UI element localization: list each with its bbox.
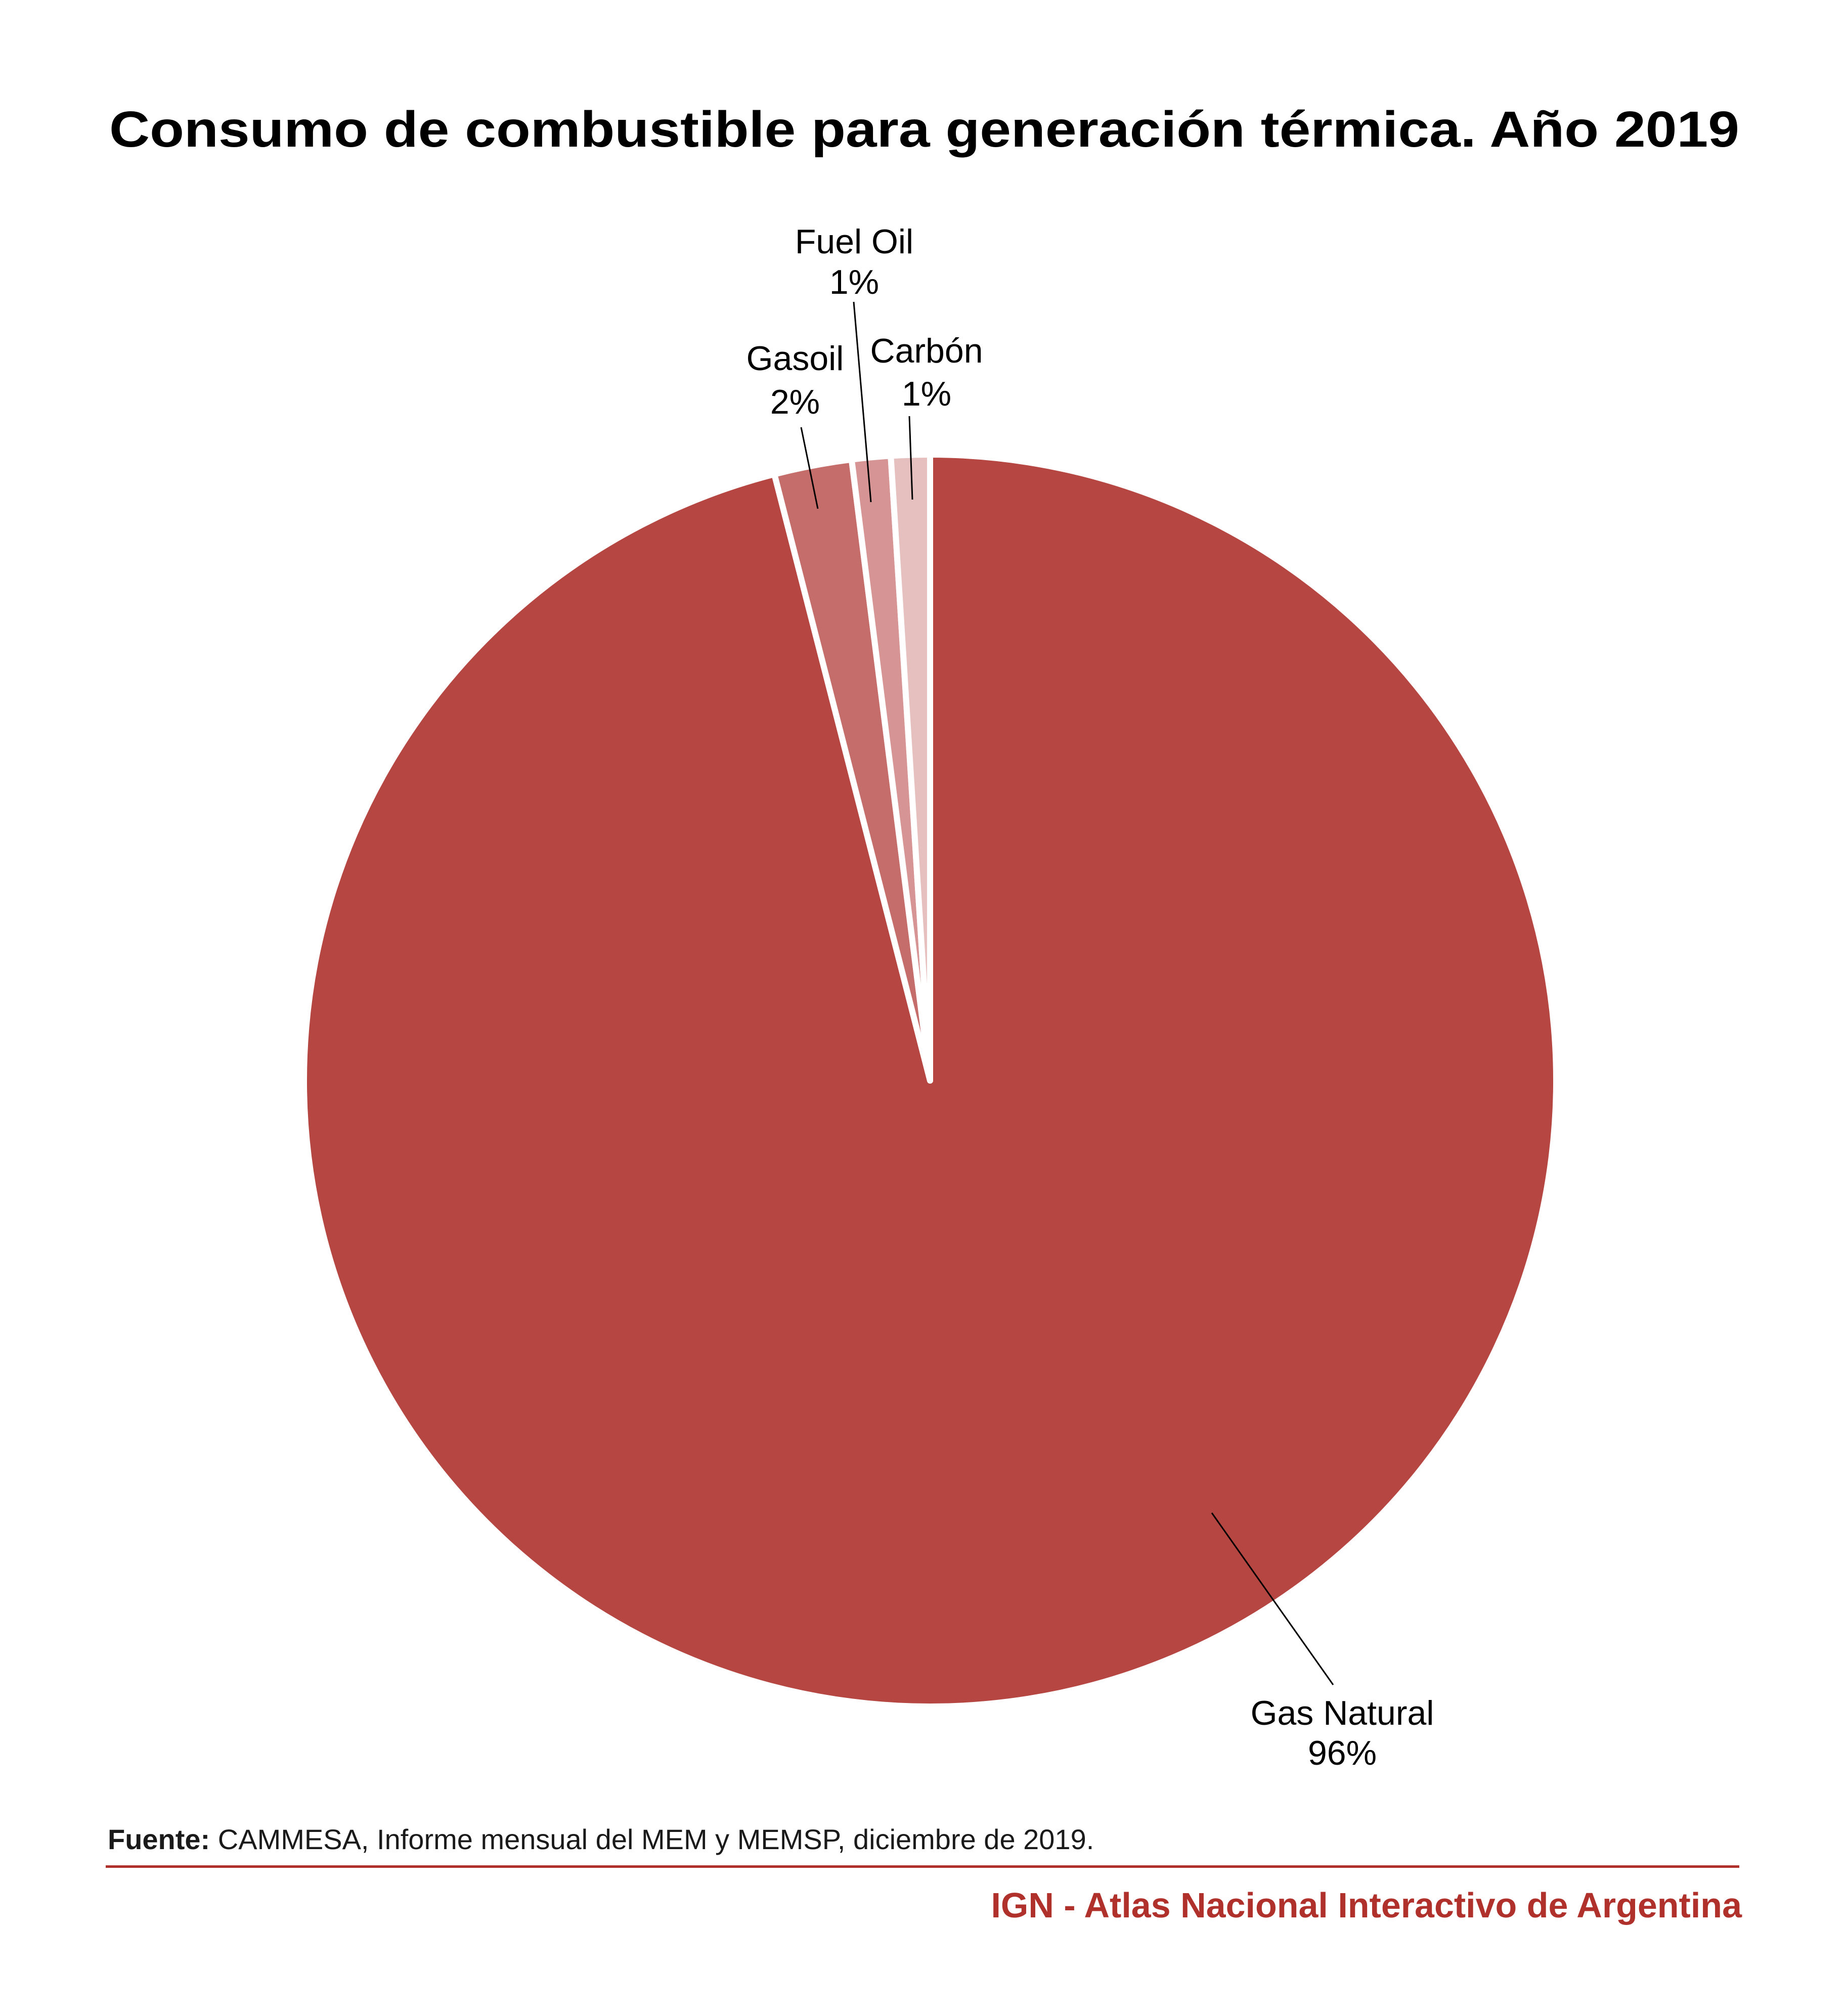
leader-lines xyxy=(800,301,1334,1685)
leader-line-gasoil xyxy=(800,427,819,509)
leader-line-gas-natural xyxy=(1211,1512,1334,1685)
slice-label-name-carb-n: Carbón xyxy=(870,332,983,370)
slice-label-value-gas-natural: 96% xyxy=(1308,1734,1377,1772)
slice-label-name-gas-natural: Gas Natural xyxy=(1251,1694,1434,1732)
footer-divider xyxy=(106,1865,1739,1868)
source-label: Fuente: xyxy=(108,1823,210,1855)
slice-label-name-fuel-oil: Fuel Oil xyxy=(795,222,913,261)
slice-label-value-fuel-oil: 1% xyxy=(829,263,879,301)
slice-label-name-gasoil: Gasoil xyxy=(746,339,844,378)
source-text: CAMMESA, Informe mensual del MEM y MEMSP… xyxy=(210,1823,1094,1855)
slice-label-value-gasoil: 2% xyxy=(770,383,820,421)
leader-line-fuel-oil xyxy=(853,301,872,503)
leader-line-carb-n xyxy=(908,416,913,500)
credit-text: IGN - Atlas Nacional Interactivo de Arge… xyxy=(991,1886,1742,1925)
slice-label-value-carb-n: 1% xyxy=(902,375,951,413)
chart-title: Consumo de combustible para generación t… xyxy=(109,101,1739,158)
pie-slices xyxy=(301,452,1559,1710)
source-note: Fuente: CAMMESA, Informe mensual del MEM… xyxy=(108,1823,1094,1855)
